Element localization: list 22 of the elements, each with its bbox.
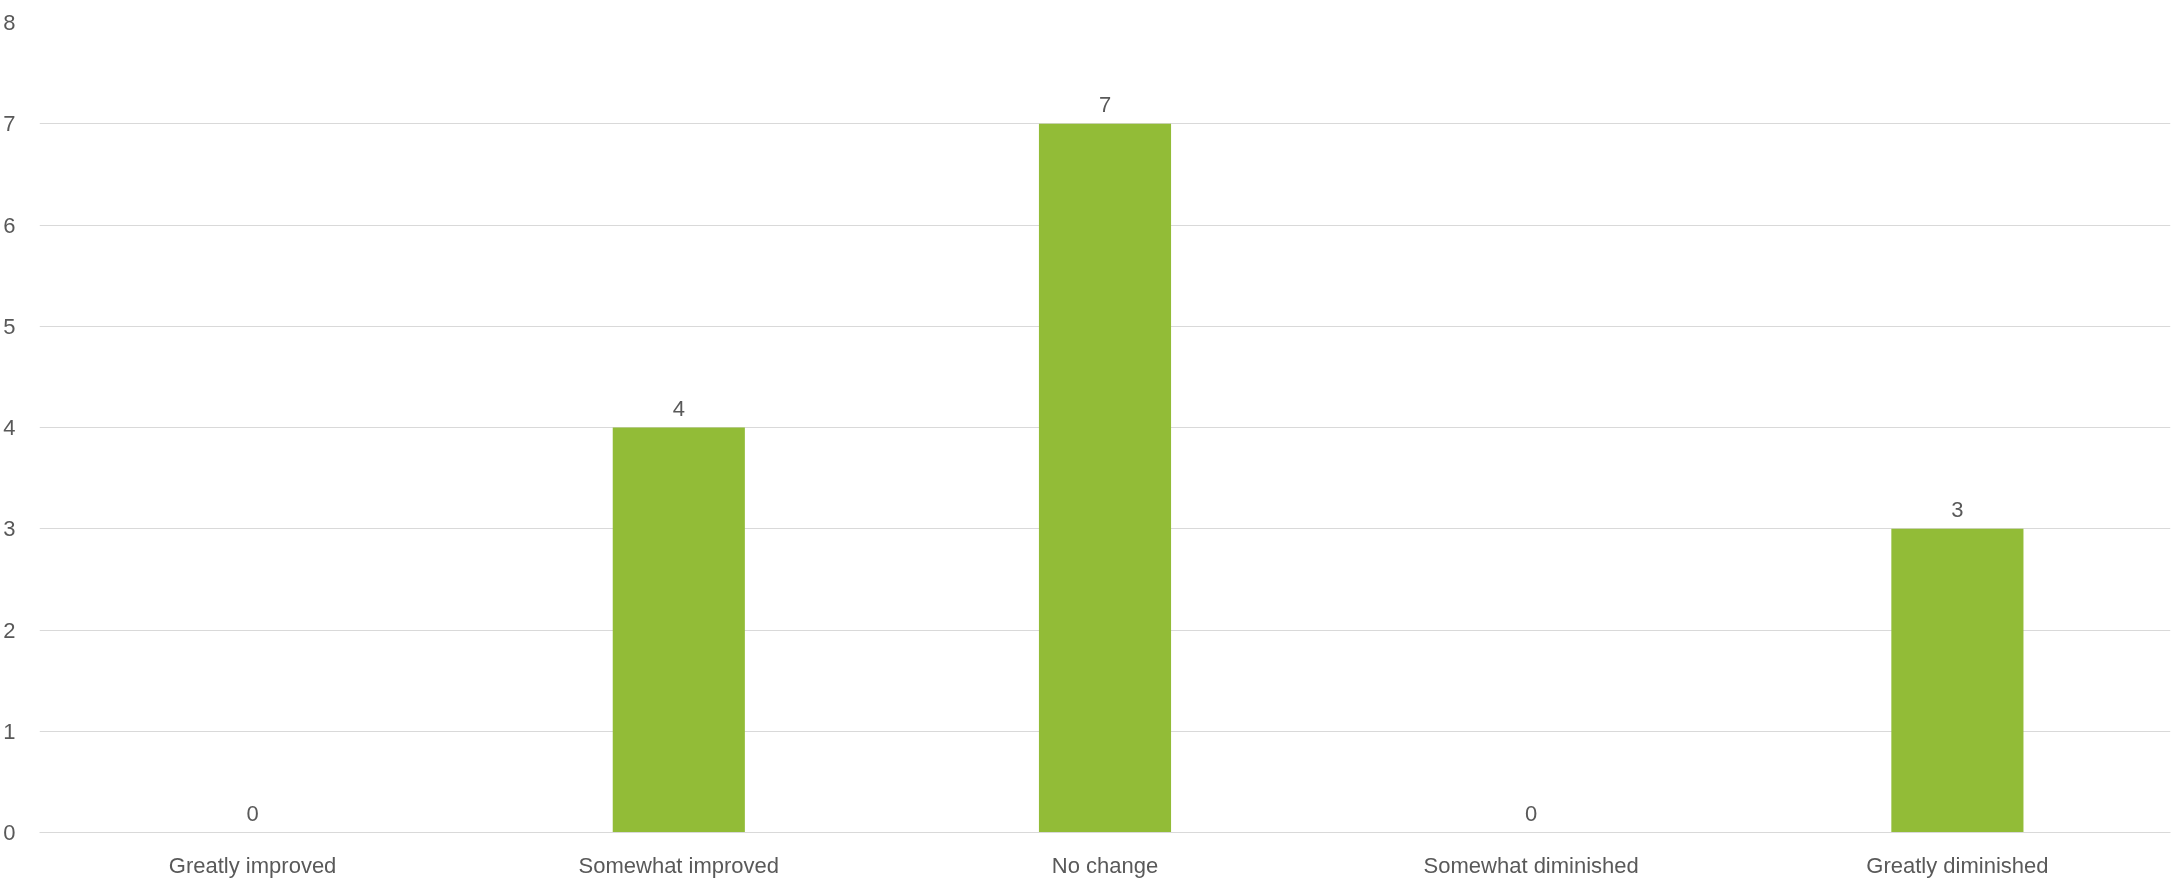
- x-tick-label: Greatly improved: [168, 852, 337, 878]
- bar: [612, 427, 745, 833]
- x-tick-label: No change: [1051, 852, 1159, 878]
- x-tick-label: Greatly diminished: [1866, 852, 2049, 878]
- y-tick-label: 8: [3, 10, 16, 35]
- x-tick-label: Somewhat diminished: [1423, 852, 1639, 878]
- y-tick-label: 0: [3, 820, 16, 845]
- y-tick-label: 3: [3, 516, 16, 542]
- data-label: 0: [1525, 800, 1538, 826]
- y-tick-label: 7: [3, 111, 16, 137]
- data-label: 3: [1951, 496, 1964, 522]
- y-tick-label: 6: [3, 212, 16, 238]
- x-tick-label: Somewhat improved: [578, 852, 780, 878]
- y-tick-label: 5: [3, 313, 16, 339]
- y-tick-label: 2: [3, 617, 16, 643]
- y-tick-label: 1: [3, 718, 16, 744]
- data-label: 0: [246, 800, 259, 826]
- data-label: 7: [1098, 91, 1112, 117]
- data-label: 4: [672, 395, 685, 421]
- y-tick-label: 4: [3, 415, 16, 440]
- bar: [1038, 123, 1172, 833]
- bar: [1891, 528, 2024, 833]
